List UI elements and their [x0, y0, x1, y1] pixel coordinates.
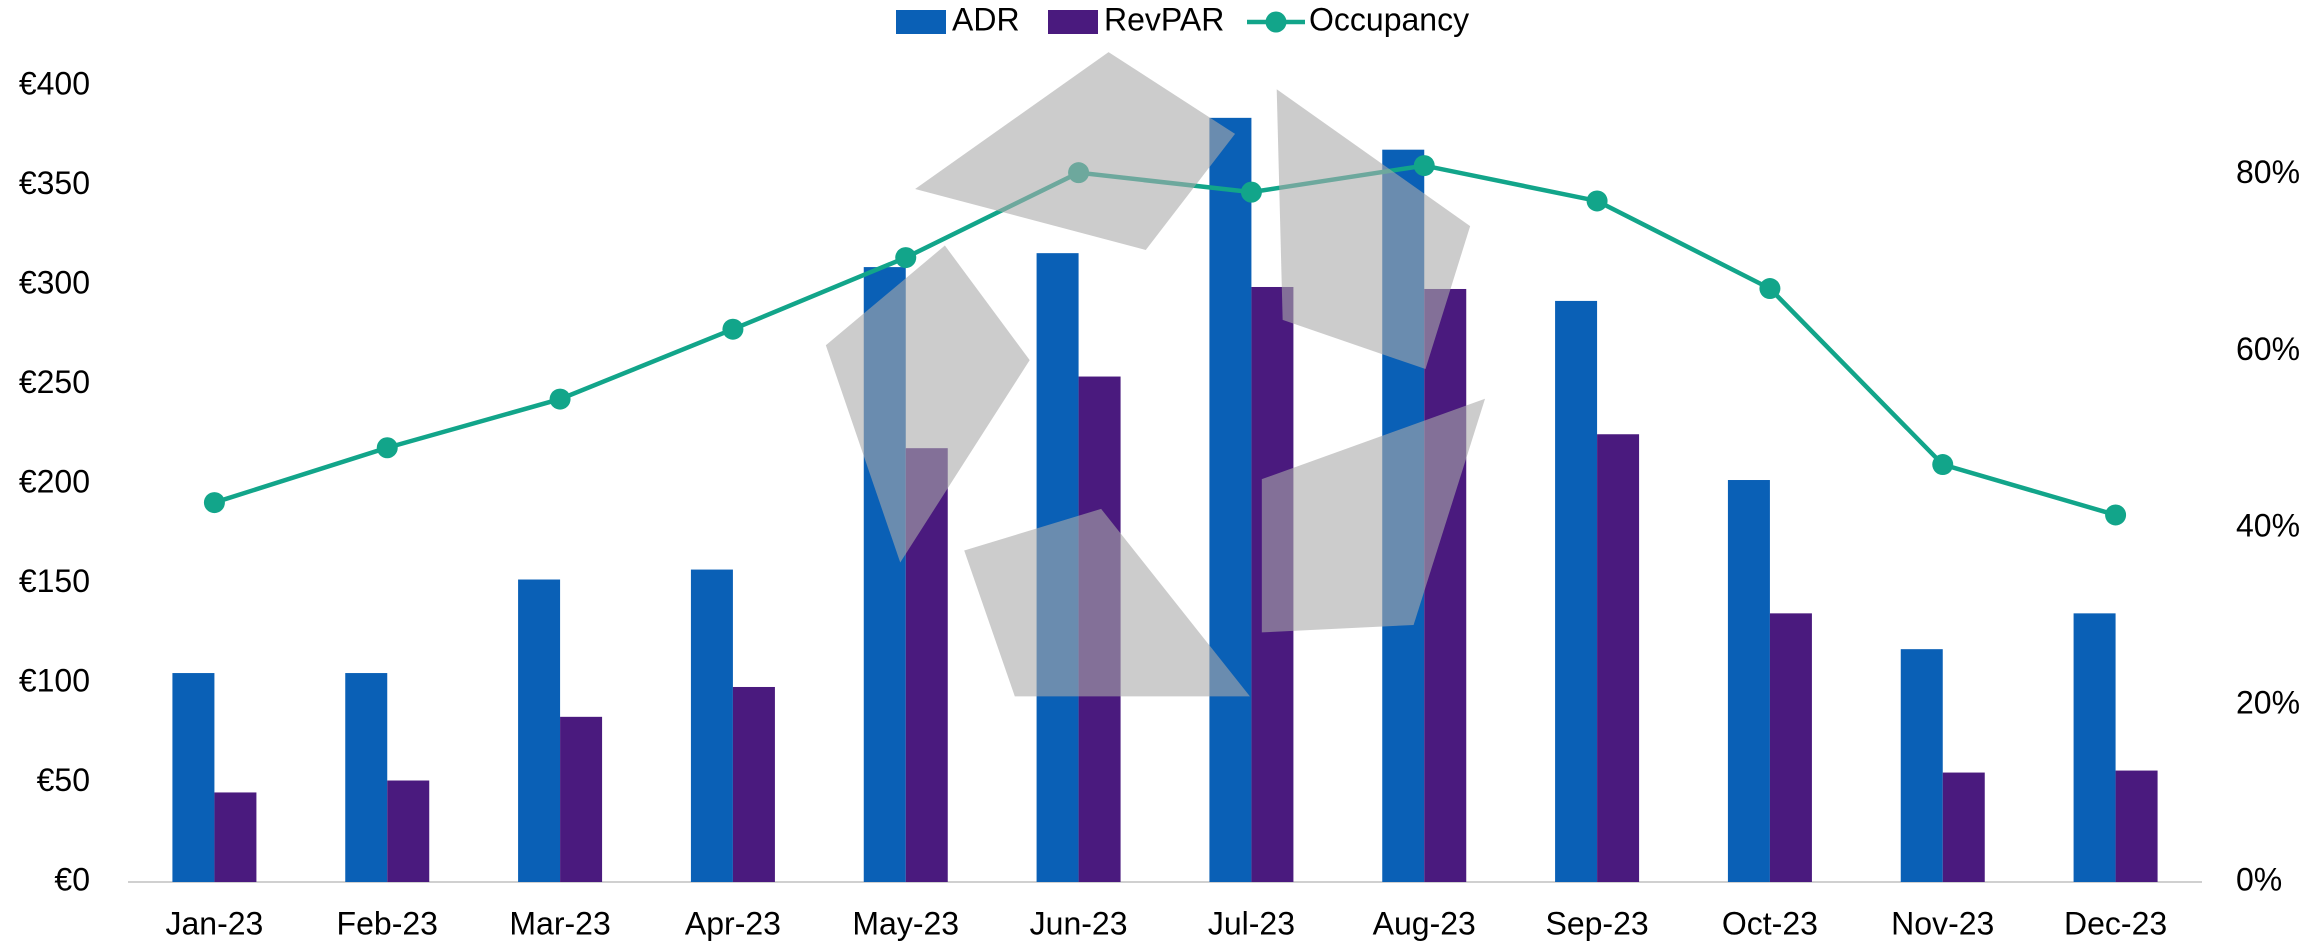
bar: [1943, 773, 1985, 882]
y-tick-label: €400: [19, 65, 90, 101]
bar: [906, 448, 948, 882]
y2-tick-label: 20%: [2236, 685, 2300, 721]
chart: €0 €50 €100 €150 €200 €250 €300 €350 €400 0% 20% 40…: [0, 0, 2313, 942]
bar: [864, 267, 906, 882]
bar: [1770, 613, 1812, 882]
y-tick-label: €300: [19, 264, 90, 300]
line-marker: [895, 247, 916, 268]
x-tick-label: Aug-23: [1373, 905, 1476, 941]
x-tick-label: Jun-23: [1030, 905, 1128, 941]
line-marker: [722, 319, 743, 340]
y-tick-label: €200: [19, 463, 90, 499]
bar: [1728, 480, 1770, 882]
bar: [691, 570, 733, 882]
legend-swatch: [896, 10, 946, 34]
y2-tick-label: 0%: [2236, 861, 2282, 897]
bar: [1037, 253, 1079, 882]
y-tick-label: €350: [19, 165, 90, 201]
line-marker: [550, 389, 571, 410]
y2-tick-label: 60%: [2236, 331, 2300, 367]
bar: [1079, 377, 1121, 882]
bar: [1382, 150, 1424, 882]
bar: [214, 792, 256, 882]
x-tick-label: Mar-23: [509, 905, 610, 941]
bar: [560, 717, 602, 882]
line-marker: [204, 492, 225, 513]
bar: [2074, 613, 2116, 882]
bar: [1209, 118, 1251, 882]
line-marker: [377, 437, 398, 458]
y2-tick-label: 40%: [2236, 508, 2300, 544]
line-marker: [1759, 278, 1780, 299]
line-marker: [1241, 182, 1262, 203]
x-tick-label: Jan-23: [165, 905, 263, 941]
bar: [1555, 301, 1597, 882]
x-tick-label: Sep-23: [1545, 905, 1648, 941]
legend-label: Occupancy: [1309, 1, 1469, 37]
legend-swatch: [1048, 10, 1098, 34]
bar: [518, 580, 560, 882]
bar: [387, 781, 429, 882]
bar: [733, 687, 775, 882]
y-tick-label: €100: [19, 662, 90, 698]
line-marker: [1932, 454, 1953, 475]
x-tick-label: Oct-23: [1722, 905, 1818, 941]
bar: [1597, 434, 1639, 882]
bar: [2116, 771, 2158, 882]
y-tick-label: €150: [19, 563, 90, 599]
bar: [1424, 289, 1466, 882]
x-tick-label: May-23: [852, 905, 959, 941]
line-marker: [2105, 504, 2126, 525]
watermark-shape: [915, 52, 1235, 250]
line: [214, 166, 2115, 515]
x-tick-label: Dec-23: [2064, 905, 2167, 941]
y-tick-label: €250: [19, 364, 90, 400]
bar: [172, 673, 214, 882]
bar: [345, 673, 387, 882]
line-marker: [1068, 162, 1089, 183]
y-tick-label: €0: [54, 861, 90, 897]
x-tick-label: Jul-23: [1208, 905, 1295, 941]
bar: [1251, 287, 1293, 882]
y-tick-label: €50: [37, 762, 90, 798]
x-tick-label: Nov-23: [1891, 905, 1994, 941]
bar: [1901, 649, 1943, 882]
y2-tick-label: 80%: [2236, 154, 2300, 190]
legend-label: ADR: [952, 1, 1020, 37]
line-marker: [1414, 155, 1435, 176]
x-tick-label: Feb-23: [337, 905, 438, 941]
legend-swatch: [1266, 12, 1287, 33]
x-tick-label: Apr-23: [685, 905, 781, 941]
line-marker: [1587, 190, 1608, 211]
legend-label: RevPAR: [1104, 1, 1224, 37]
